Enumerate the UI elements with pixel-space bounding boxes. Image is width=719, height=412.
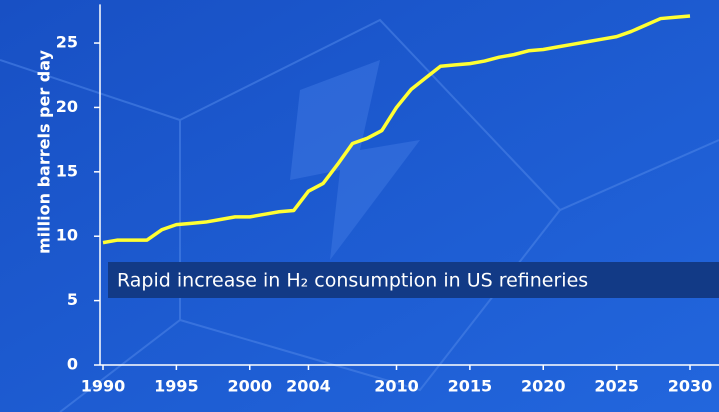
x-tick-label: 2025: [594, 377, 639, 396]
y-tick-label: 5: [67, 290, 78, 309]
y-tick-label: 20: [56, 97, 78, 116]
data-line: [102, 14, 691, 245]
x-tick-label: 2020: [521, 377, 566, 396]
x-tick-label: 2004: [286, 377, 331, 396]
x-tick-label: 1995: [154, 377, 199, 396]
y-axis-label: million barrels per day: [35, 49, 54, 254]
y-tick-label: 10: [56, 226, 78, 245]
x-tick-label: 2015: [448, 377, 493, 396]
y-tick-label: 0: [67, 355, 78, 374]
y-tick-label: 15: [56, 161, 78, 180]
decoration: [0, 18, 719, 412]
annotation-box: [108, 262, 719, 298]
y-tick-label: 25: [56, 33, 78, 52]
x-tick-label: 2010: [374, 377, 419, 396]
x-tick-label: 2030: [668, 377, 713, 396]
x-tick-label: 1990: [81, 377, 126, 396]
annotation: Rapid increase in H₂ consumption in US r…: [117, 270, 588, 292]
x-tick-label: 2000: [227, 377, 272, 396]
